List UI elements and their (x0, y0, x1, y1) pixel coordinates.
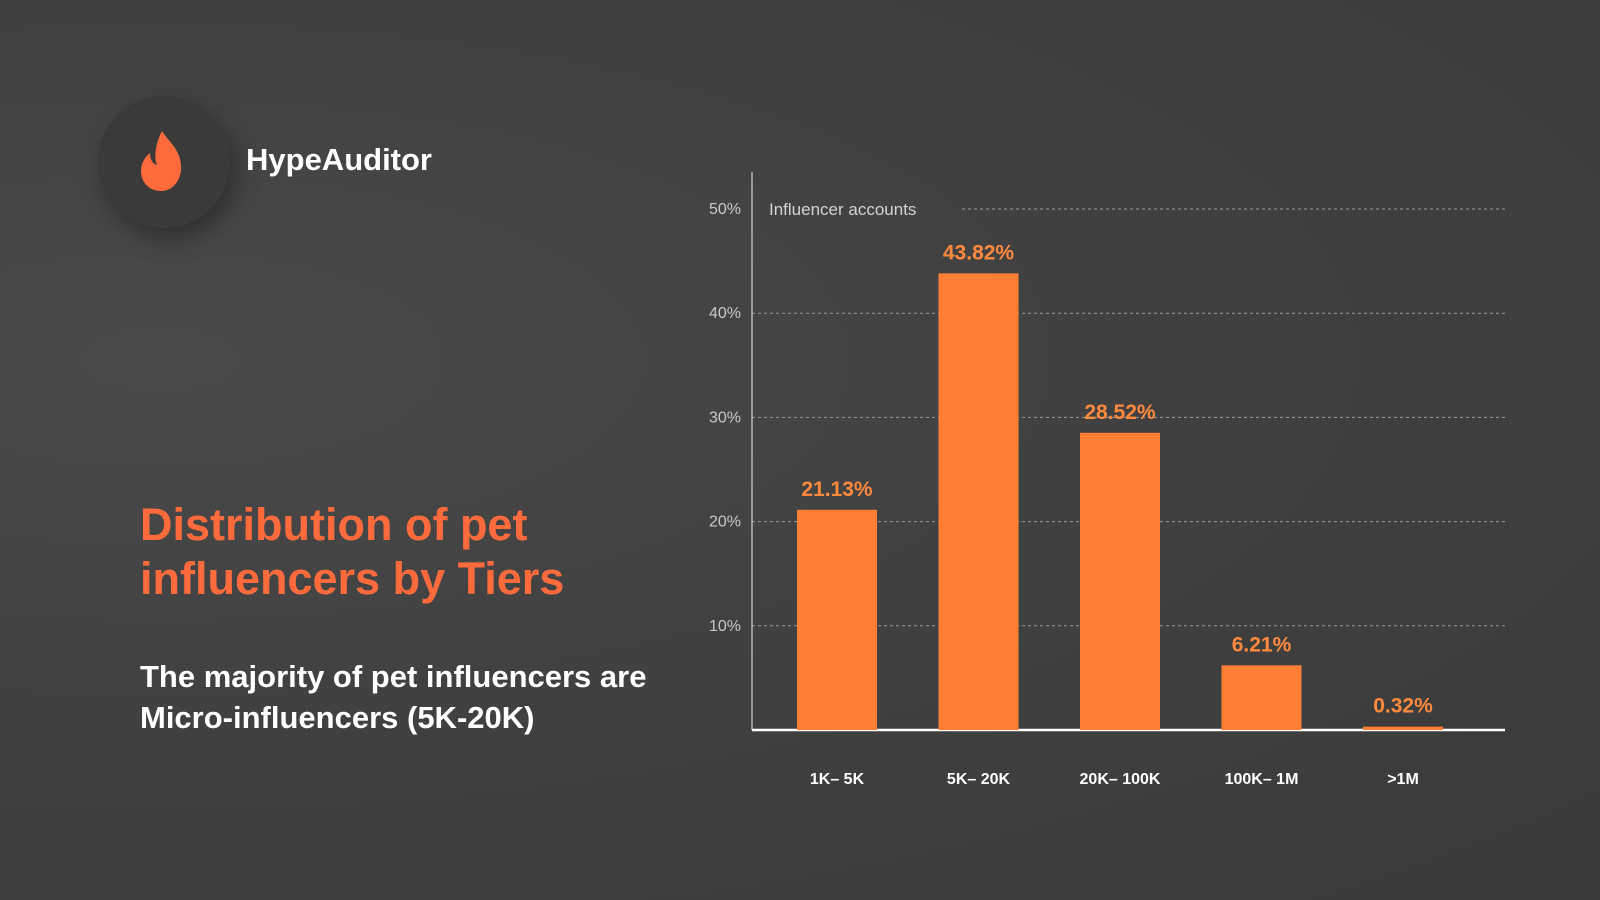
x-tick-label: 1K– 5K (810, 771, 865, 788)
chart-title: Influencer accounts (769, 200, 916, 219)
bar (1080, 432, 1160, 730)
chart-labels: 10% 20% 30% 40% 50% Influencer accounts 21.13%… (709, 200, 1433, 788)
y-tick-label: 20% (709, 514, 741, 531)
y-tick-label: 40% (709, 305, 741, 322)
x-tick-label: 100K– 1M (1225, 771, 1299, 788)
data-label: 21.13% (801, 478, 873, 501)
brand-logo: HypeAuditor (98, 96, 432, 228)
bar (938, 273, 1019, 730)
flame-icon (141, 131, 182, 191)
data-label: 0.32% (1373, 695, 1433, 718)
logo-badge (98, 96, 230, 228)
chart-grid (752, 208, 1505, 627)
data-label: 6.21% (1232, 633, 1292, 656)
y-tick-label: 30% (709, 409, 741, 426)
y-tick-label: 50% (709, 201, 741, 218)
y-tick-label: 10% (709, 618, 741, 635)
bar (1221, 665, 1302, 730)
data-label: 28.52% (1084, 401, 1156, 424)
page-subtitle: The majority of pet influencers are Micr… (140, 659, 647, 735)
page-title: Distribution of pet influencers by Tiers (140, 499, 565, 604)
x-tick-label: 5K– 20K (947, 771, 1011, 788)
x-tick-label: 20K– 100K (1080, 771, 1161, 788)
chart-bars (797, 273, 1443, 730)
x-tick-label: >1M (1387, 771, 1419, 788)
data-label: 43.82% (943, 241, 1015, 264)
brand-name[interactable]: HypeAuditor (246, 142, 432, 177)
bar (797, 509, 877, 730)
bar (1363, 726, 1443, 730)
